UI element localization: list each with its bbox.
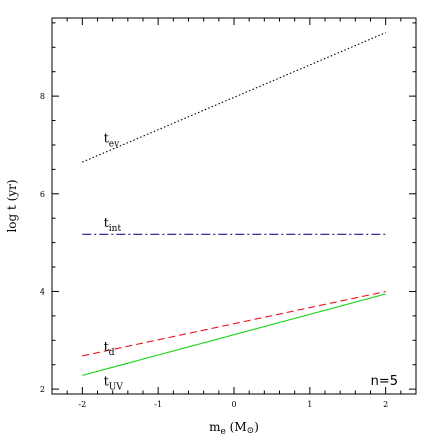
- x-axis-title-sub: e: [221, 427, 226, 436]
- annotation-n: n=5: [371, 374, 398, 389]
- x-tick-label: -1: [154, 400, 162, 409]
- series-line-t_ev: [82, 32, 386, 163]
- solar-mass-symbol: ⊙: [247, 426, 255, 436]
- series-line-t_d: [82, 290, 386, 357]
- x-tick-label: -2: [78, 400, 86, 409]
- series-label-t_uv: tUV: [104, 375, 124, 393]
- y-tick-label: 6: [40, 190, 45, 199]
- plot-frame: [51, 17, 417, 395]
- x-axis-title: me (M⊙): [209, 420, 259, 436]
- series-labels: tev tint td tUV: [104, 132, 124, 393]
- x-tick-label: 2: [383, 400, 388, 409]
- y-tick-label: 4: [40, 287, 45, 296]
- y-axis-title: log t (yr): [5, 179, 19, 232]
- series-label-t_ev: tev: [104, 132, 121, 150]
- y-tick-label: 8: [40, 92, 45, 101]
- x-axis-title-main: m: [209, 420, 221, 434]
- x-tick-label: 0: [231, 400, 236, 409]
- series-label-t_int: tint: [104, 216, 122, 234]
- series-lines: [82, 32, 386, 376]
- x-tick-label: 1: [307, 400, 312, 409]
- series-line-t_uv: [82, 293, 386, 376]
- axis-ticks: -2 -1 0 1 2 2 4 6 8: [40, 18, 417, 409]
- x-axis-title-unit-close: ): [254, 420, 259, 434]
- y-tick-label: 2: [40, 385, 45, 394]
- x-axis-title-unit-open: (M: [226, 420, 247, 434]
- series-label-t_d: td: [104, 340, 115, 358]
